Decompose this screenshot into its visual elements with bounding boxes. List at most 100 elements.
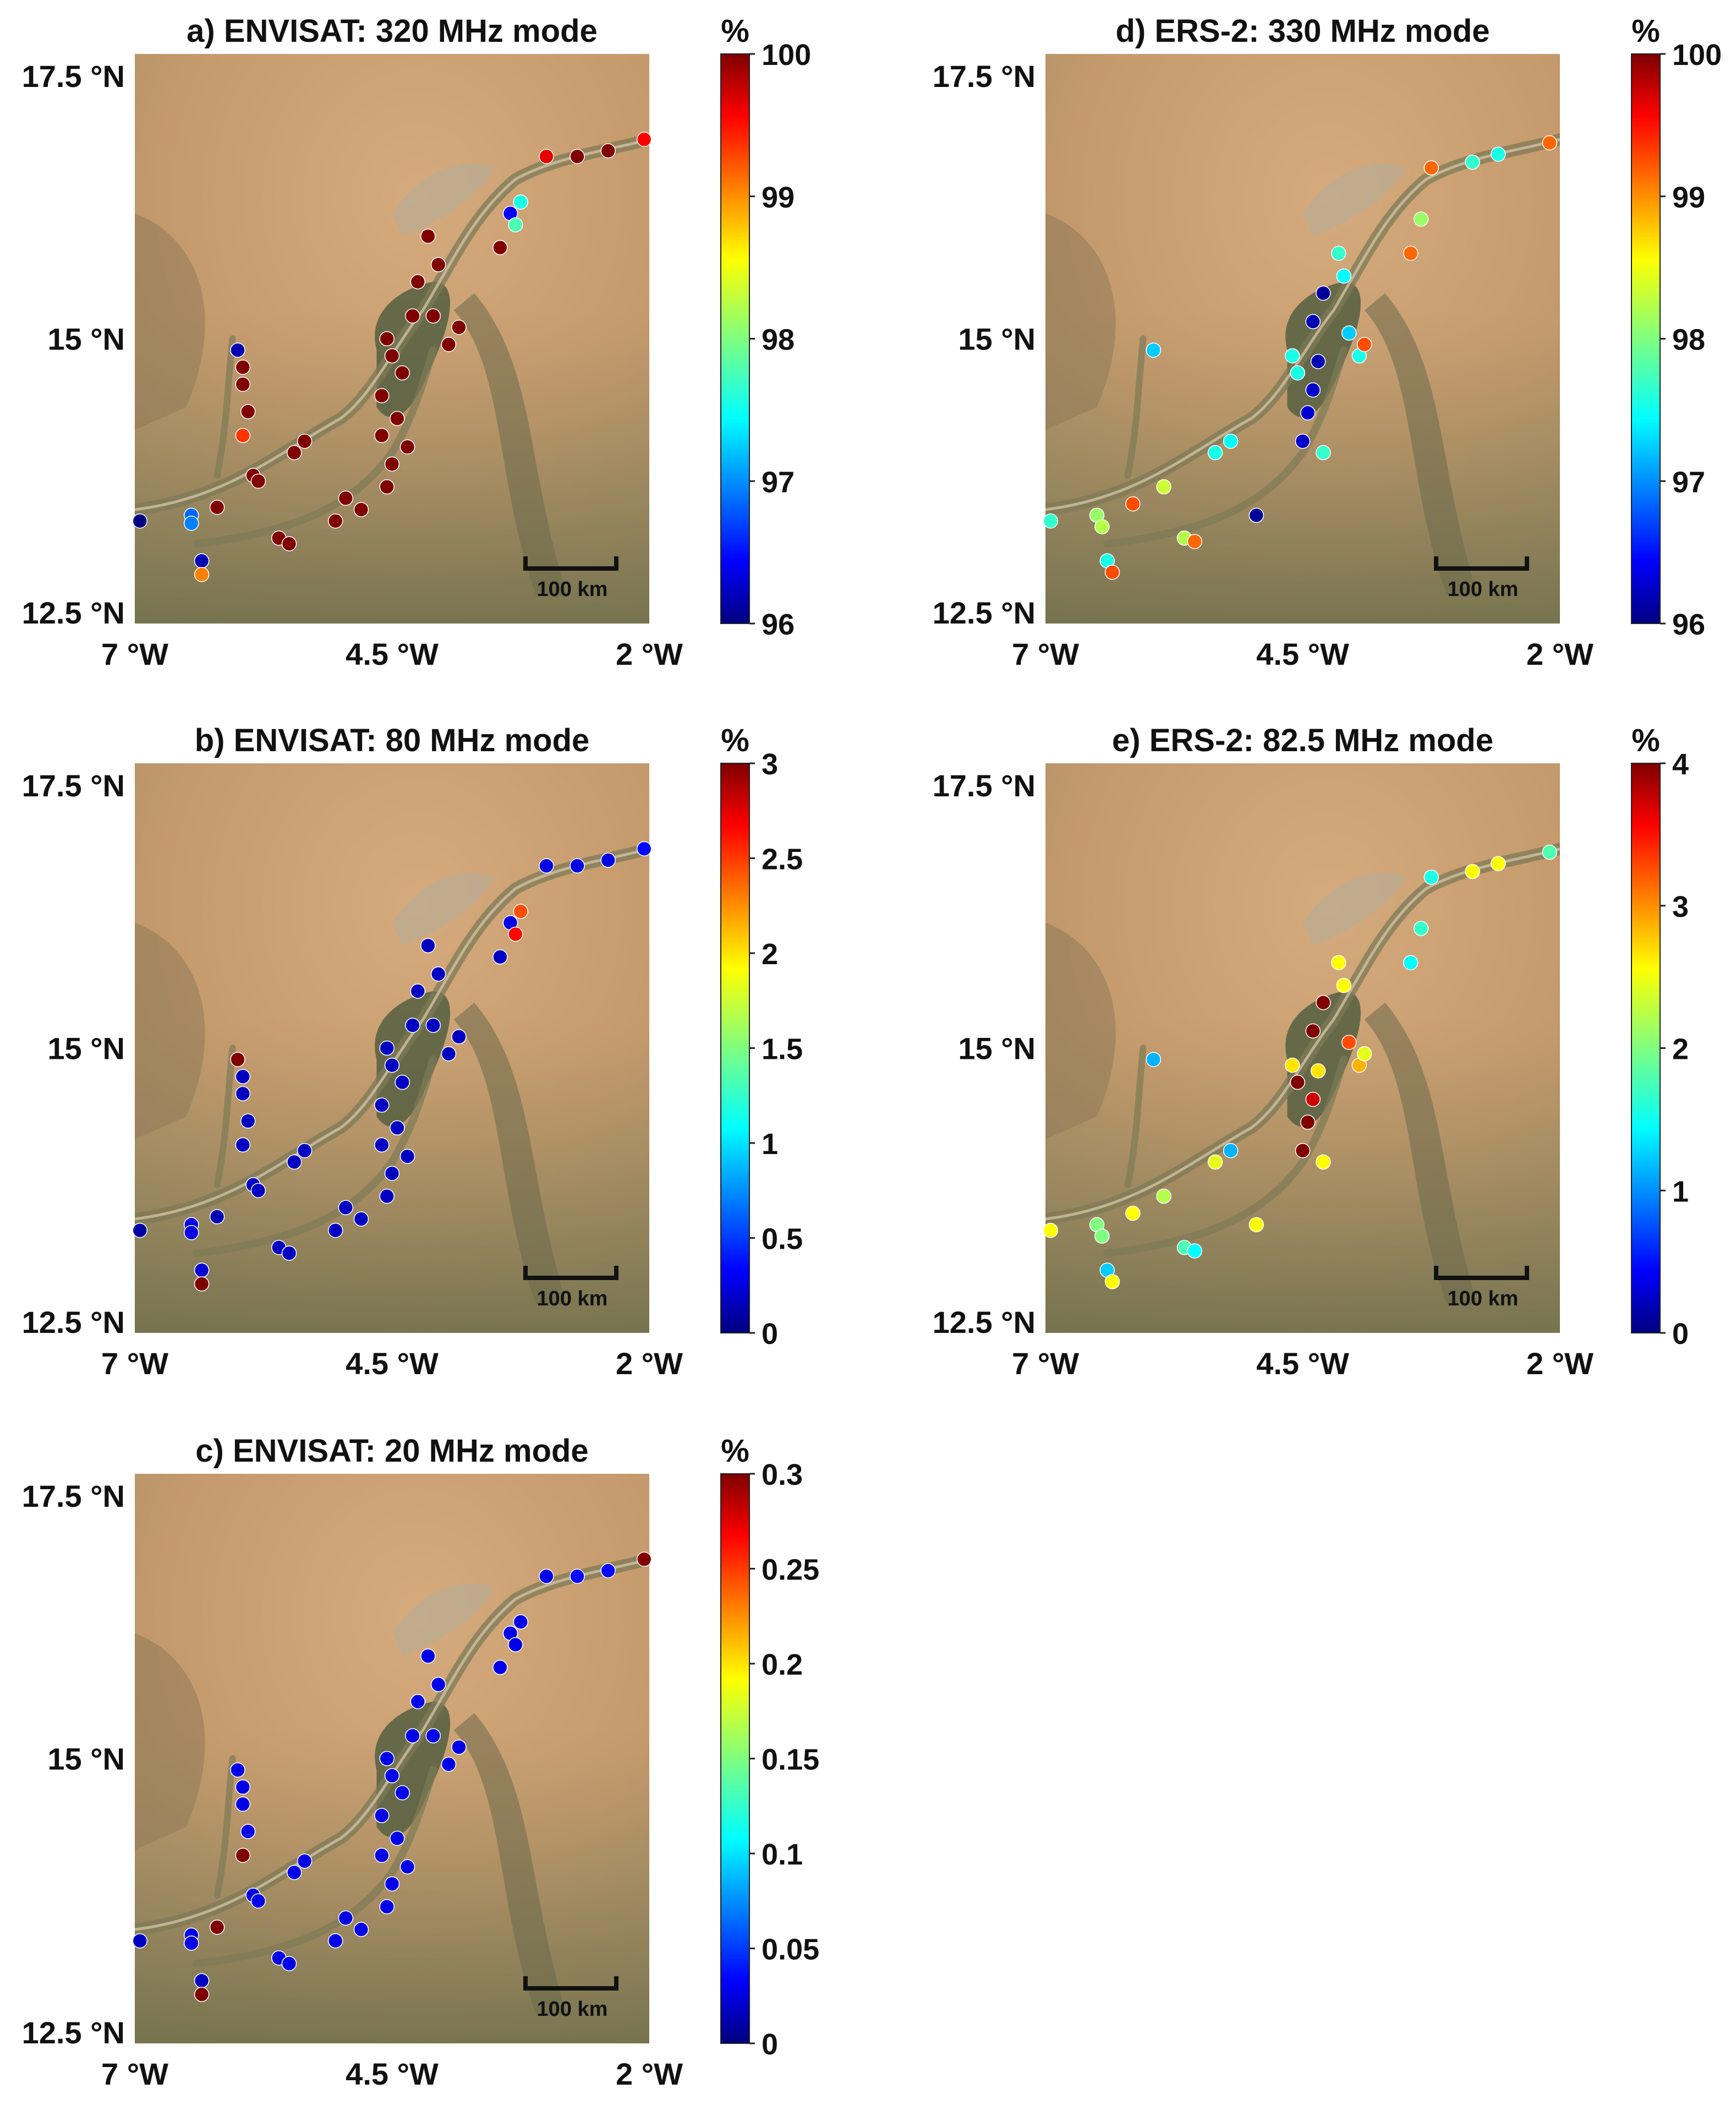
station-marker[interactable]	[1305, 1023, 1321, 1039]
station-marker[interactable]	[390, 411, 405, 427]
station-marker[interactable]	[250, 473, 266, 489]
station-marker[interactable]	[1316, 994, 1331, 1010]
station-marker[interactable]	[209, 1920, 225, 1935]
station-marker[interactable]	[194, 1276, 210, 1292]
station-marker[interactable]	[1356, 337, 1372, 352]
station-marker[interactable]	[379, 1899, 395, 1915]
station-marker[interactable]	[1331, 245, 1346, 261]
station-marker[interactable]	[425, 1018, 441, 1033]
station-marker[interactable]	[374, 1808, 390, 1823]
station-marker[interactable]	[508, 217, 523, 233]
station-marker[interactable]	[1413, 211, 1429, 227]
station-marker[interactable]	[235, 1069, 251, 1085]
station-marker[interactable]	[384, 1166, 400, 1181]
station-marker[interactable]	[1146, 342, 1162, 358]
station-marker[interactable]	[230, 1762, 245, 1778]
station-marker[interactable]	[492, 240, 508, 255]
station-marker[interactable]	[569, 149, 585, 165]
station-marker[interactable]	[410, 274, 426, 289]
station-marker[interactable]	[1305, 314, 1321, 330]
station-marker[interactable]	[327, 1222, 343, 1238]
station-marker[interactable]	[235, 1796, 251, 1812]
station-marker[interactable]	[384, 1768, 400, 1784]
station-marker[interactable]	[240, 1113, 256, 1129]
station-marker[interactable]	[384, 456, 400, 472]
station-marker[interactable]	[405, 1728, 420, 1743]
station-marker[interactable]	[297, 1854, 313, 1869]
station-marker[interactable]	[281, 1956, 297, 1971]
station-marker[interactable]	[1125, 496, 1141, 512]
station-marker[interactable]	[1223, 1143, 1239, 1158]
station-marker[interactable]	[194, 1987, 210, 2002]
station-marker[interactable]	[405, 308, 420, 324]
station-marker[interactable]	[235, 428, 251, 444]
station-marker[interactable]	[194, 1262, 210, 1278]
station-marker[interactable]	[235, 1847, 251, 1863]
station-marker[interactable]	[399, 1859, 415, 1874]
station-marker[interactable]	[451, 320, 467, 335]
station-marker[interactable]	[1305, 382, 1321, 398]
station-marker[interactable]	[297, 1143, 313, 1158]
station-marker[interactable]	[1125, 1205, 1141, 1221]
station-marker[interactable]	[451, 1029, 467, 1045]
station-marker[interactable]	[384, 348, 400, 364]
station-marker[interactable]	[235, 1779, 251, 1795]
station-marker[interactable]	[287, 1865, 302, 1880]
station-marker[interactable]	[390, 1120, 405, 1136]
station-marker[interactable]	[384, 1057, 400, 1073]
station-marker[interactable]	[508, 1637, 523, 1653]
station-marker[interactable]	[425, 308, 441, 324]
station-marker[interactable]	[1187, 1243, 1202, 1259]
station-marker[interactable]	[539, 1568, 554, 1584]
station-marker[interactable]	[374, 1097, 390, 1113]
station-marker[interactable]	[194, 567, 210, 582]
station-marker[interactable]	[132, 513, 148, 529]
station-marker[interactable]	[374, 1137, 390, 1153]
station-marker[interactable]	[297, 434, 313, 449]
station-marker[interactable]	[1305, 1091, 1321, 1107]
station-marker[interactable]	[420, 938, 436, 953]
station-marker[interactable]	[420, 1648, 436, 1664]
station-marker[interactable]	[281, 1245, 297, 1261]
station-marker[interactable]	[492, 949, 508, 965]
station-marker[interactable]	[1465, 154, 1480, 170]
station-marker[interactable]	[1295, 1143, 1311, 1158]
station-marker[interactable]	[287, 445, 302, 461]
station-marker[interactable]	[420, 228, 436, 244]
station-marker[interactable]	[1104, 565, 1120, 580]
station-marker[interactable]	[250, 1183, 266, 1199]
station-marker[interactable]	[194, 553, 210, 568]
station-marker[interactable]	[384, 1876, 400, 1891]
station-marker[interactable]	[327, 513, 343, 529]
station-marker[interactable]	[240, 404, 256, 419]
station-marker[interactable]	[379, 1751, 395, 1767]
station-marker[interactable]	[1491, 856, 1506, 871]
station-marker[interactable]	[1423, 160, 1439, 176]
station-marker[interactable]	[230, 1052, 245, 1067]
station-marker[interactable]	[430, 1677, 446, 1692]
station-marker[interactable]	[1413, 921, 1429, 936]
station-marker[interactable]	[1290, 365, 1305, 381]
station-marker[interactable]	[184, 1935, 199, 1951]
station-marker[interactable]	[395, 1785, 410, 1801]
station-marker[interactable]	[492, 1660, 508, 1675]
station-marker[interactable]	[1465, 863, 1480, 879]
station-marker[interactable]	[235, 359, 251, 375]
station-marker[interactable]	[1336, 268, 1352, 284]
station-marker[interactable]	[1331, 955, 1346, 971]
station-marker[interactable]	[600, 143, 616, 158]
station-marker[interactable]	[1290, 1074, 1305, 1090]
station-marker[interactable]	[1248, 507, 1264, 523]
station-marker[interactable]	[390, 1830, 405, 1846]
station-marker[interactable]	[513, 194, 529, 210]
station-marker[interactable]	[410, 1694, 426, 1709]
station-marker[interactable]	[1423, 870, 1439, 885]
station-marker[interactable]	[209, 500, 225, 515]
station-marker[interactable]	[184, 1225, 199, 1240]
station-marker[interactable]	[1156, 1188, 1171, 1204]
station-marker[interactable]	[235, 1086, 251, 1102]
station-marker[interactable]	[395, 365, 410, 381]
station-marker[interactable]	[287, 1154, 302, 1170]
station-marker[interactable]	[353, 1922, 369, 1937]
station-marker[interactable]	[327, 1933, 343, 1949]
